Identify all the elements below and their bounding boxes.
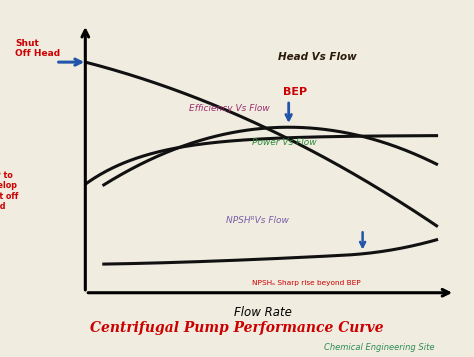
Text: Flow Rate: Flow Rate [234, 306, 292, 319]
Text: Chemical Engineering Site: Chemical Engineering Site [324, 343, 435, 352]
Text: Head Vs Flow: Head Vs Flow [278, 52, 356, 62]
Text: BHP to
develop
Shut off
Head: BHP to develop Shut off Head [0, 171, 18, 211]
Text: NPSHᴿVs Flow: NPSHᴿVs Flow [226, 216, 289, 225]
Text: Centrifugal Pump Performance Curve: Centrifugal Pump Performance Curve [90, 321, 384, 335]
Text: Shut
Off Head: Shut Off Head [15, 39, 60, 58]
Text: BEP: BEP [283, 87, 307, 97]
Text: Efficiency Vs Flow: Efficiency Vs Flow [189, 104, 270, 113]
Text: NPSHₐ Sharp rise beyond BEP: NPSHₐ Sharp rise beyond BEP [252, 280, 360, 286]
Text: Power Vs Flow: Power Vs Flow [252, 138, 316, 147]
